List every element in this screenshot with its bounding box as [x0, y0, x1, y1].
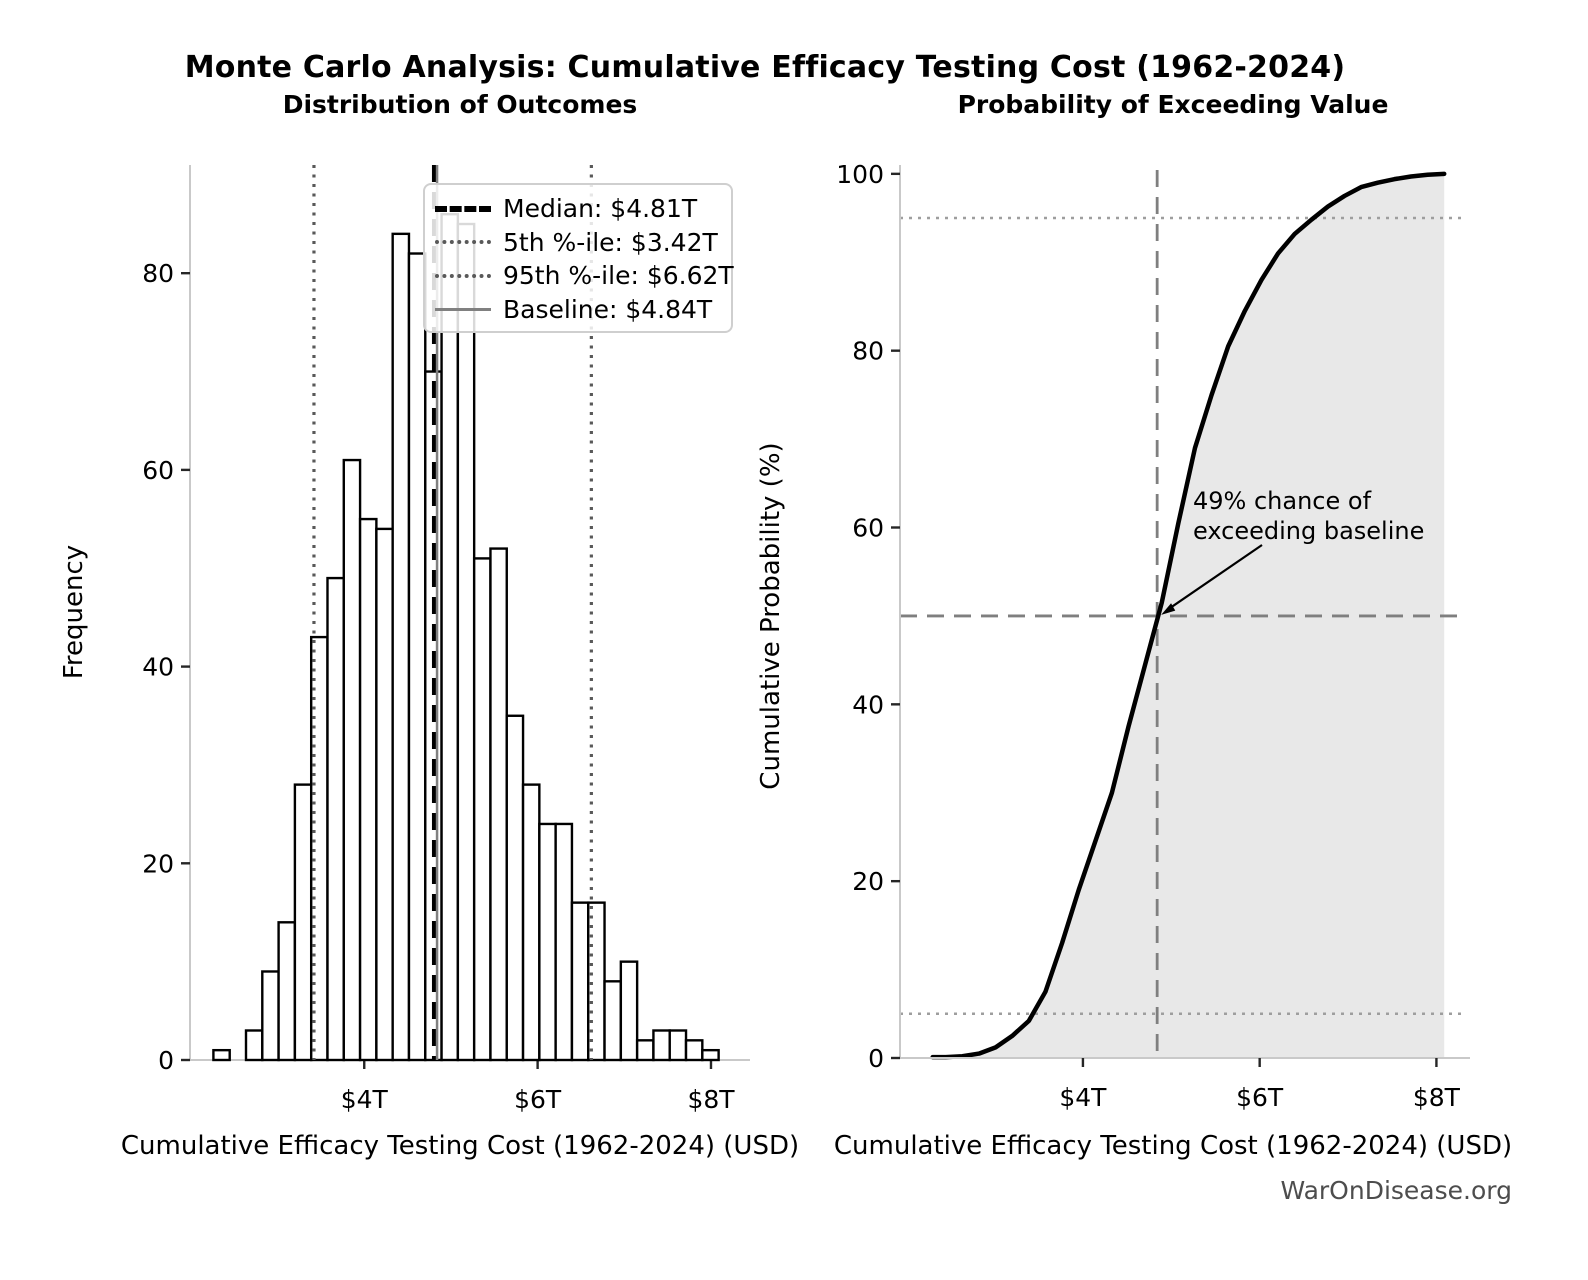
annotation-line-2: exceeding baseline: [1193, 517, 1425, 545]
cdf-fill-area: [932, 173, 1445, 1059]
histogram-bar: [619, 960, 639, 1062]
x-tick-label: $6T: [1236, 1083, 1284, 1112]
histogram-bar: [635, 1039, 655, 1062]
legend-item-median: Median: $4.81T: [435, 192, 721, 226]
watermark: WarOnDisease.org: [1280, 1176, 1512, 1205]
histogram-bar: [277, 921, 297, 1062]
annotation-arrow-head: [1161, 603, 1176, 615]
x-tick-label: $4T: [341, 1085, 389, 1114]
figure-title: Monte Carlo Analysis: Cumulative Efficac…: [184, 50, 1346, 85]
histogram-bar: [358, 517, 378, 1062]
y-tick-label: 40: [142, 653, 174, 682]
x-tick-label: $8T: [1413, 1083, 1461, 1112]
median-line-key-icon: [435, 205, 491, 212]
cdf-curve: [930, 171, 1447, 1060]
histogram-bar: [603, 980, 623, 1062]
legend: Median: $4.81T 5th %-ile: $3.42T 95th %-…: [423, 183, 734, 333]
histogram-bar: [538, 822, 557, 1062]
x-tick-label: $4T: [1059, 1083, 1107, 1112]
dotted-line-key-icon: [435, 240, 491, 245]
histogram-bar: [326, 576, 345, 1062]
annotation-arrow-line: [1169, 544, 1263, 609]
histogram-bar: [456, 222, 476, 1062]
legend-item-95th-percentile: 95th %-ile: $6.62T: [435, 259, 734, 293]
histogram-bar: [293, 783, 313, 1062]
histogram-bar: [391, 232, 411, 1062]
y-tick-label: 40: [852, 690, 884, 719]
right-plot-title: Probability of Exceeding Value: [957, 90, 1389, 119]
right-y-axis-label: Cumulative Probability (%): [756, 442, 786, 790]
histogram-bar: [261, 970, 280, 1062]
histogram-bar: [342, 458, 362, 1062]
legend-label-95th-percentile: 95th %-ile: $6.62T: [503, 261, 734, 291]
histogram-bar: [375, 527, 394, 1062]
y-tick-label: 80: [142, 259, 174, 288]
cdf-annotation: 49% chance of exceeding baseline: [1193, 486, 1424, 546]
y-tick-label: 60: [142, 456, 174, 485]
histogram-bar: [701, 1048, 720, 1062]
y-tick-label: 60: [852, 514, 884, 543]
histogram-bar: [407, 252, 427, 1062]
x-tick-label: $6T: [514, 1085, 562, 1114]
histogram-bar: [652, 1029, 671, 1062]
legend-label-median: Median: $4.81T: [503, 194, 698, 224]
legend-item-baseline: Baseline: $4.84T: [435, 293, 721, 327]
y-tick-label: 20: [852, 867, 884, 896]
histogram-bar: [668, 1029, 688, 1062]
legend-label-baseline: Baseline: $4.84T: [503, 294, 713, 324]
histogram-bar: [472, 557, 492, 1062]
dotted-line-key-icon: [435, 273, 491, 278]
y-tick-label: 0: [158, 1046, 174, 1075]
histogram-bar: [554, 822, 574, 1062]
histogram-bar: [505, 714, 525, 1062]
histogram-bar: [521, 783, 541, 1062]
legend-label-5th-percentile: 5th %-ile: $3.42T: [503, 227, 718, 257]
histogram-bar: [489, 547, 508, 1062]
left-y-axis-label: Frequency: [59, 544, 89, 680]
histogram-bar: [309, 635, 329, 1062]
right-x-axis-label: Cumulative Efficacy Testing Cost (1962-2…: [833, 1131, 1513, 1161]
y-tick-label: 100: [836, 160, 884, 189]
cdf-plot: 0 20 40 60 80 100 $4T $6T $8T: [836, 160, 1470, 1112]
y-tick-label: 0: [868, 1044, 884, 1073]
left-x-axis-label: Cumulative Efficacy Testing Cost (1962-2…: [120, 1131, 800, 1161]
histogram-bar: [684, 1039, 704, 1062]
histogram-bar: [244, 1029, 264, 1062]
x-tick-label: $8T: [687, 1085, 735, 1114]
histogram-bar: [440, 212, 460, 1062]
y-tick-label: 80: [852, 337, 884, 366]
histogram-bar: [212, 1048, 231, 1062]
left-plot-title: Distribution of Outcomes: [282, 90, 638, 119]
solid-line-key-icon: [435, 307, 491, 311]
annotation-line-1: 49% chance of: [1193, 487, 1372, 515]
y-tick-label: 20: [142, 849, 174, 878]
legend-item-5th-percentile: 5th %-ile: $3.42T: [435, 226, 721, 260]
histogram-bar: [570, 901, 590, 1062]
histogram-plot: 0 20 40 60 80 $4T $6T $8T: [142, 165, 750, 1114]
